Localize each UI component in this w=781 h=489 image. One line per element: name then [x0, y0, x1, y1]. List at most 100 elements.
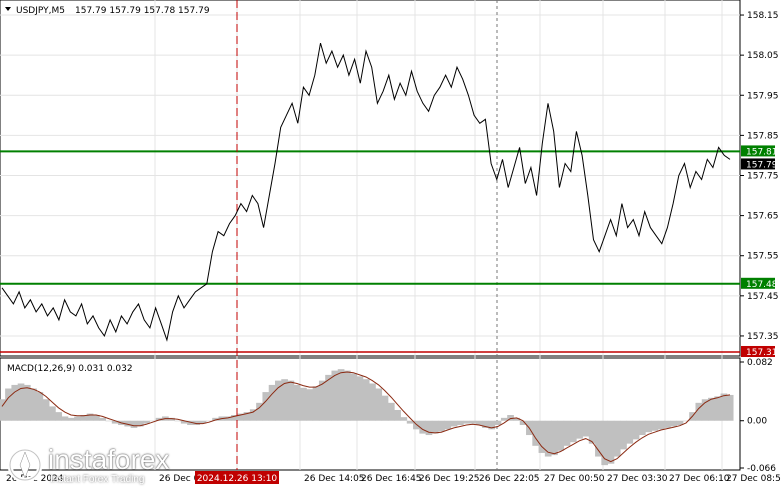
macd-bar — [11, 384, 19, 421]
price-axis-label: 157.65 — [747, 212, 779, 222]
macd-bar — [406, 420, 414, 424]
price-axis-label: 158.05 — [747, 51, 779, 61]
macd-bar — [387, 402, 395, 421]
macd-signal-line — [1, 371, 731, 463]
macd-bar — [80, 415, 88, 421]
price-axis-label: 158.15 — [747, 11, 779, 21]
price-pane[interactable] — [0, 0, 741, 357]
macd-bar — [287, 380, 295, 421]
time-axis-label: 26 Dec 19:25 — [419, 474, 480, 484]
macd-bar — [588, 420, 596, 444]
macd-bar — [676, 420, 684, 426]
macd-bar — [375, 388, 383, 421]
price-axis-label: 157.95 — [747, 91, 779, 101]
macd-bar — [657, 420, 665, 430]
macd-bar — [601, 420, 609, 466]
macd-bar — [337, 369, 345, 421]
macd-bar — [318, 380, 326, 421]
level-tag-box — [741, 145, 775, 157]
macd-bar — [670, 420, 678, 427]
macd-bar — [400, 417, 408, 421]
macd-bar — [438, 420, 445, 432]
macd-bar — [557, 420, 565, 451]
price-axis-label: 157.55 — [747, 252, 779, 262]
macd-bar — [645, 420, 652, 433]
macd-bar — [36, 392, 44, 421]
macd-bar — [300, 387, 307, 421]
macd-bar — [249, 409, 257, 421]
macd-bar — [30, 388, 37, 421]
symbol-dropdown-icon[interactable] — [5, 7, 11, 11]
macd-bar — [613, 420, 621, 457]
time-axis-label: 27 Dec 03:30 — [607, 474, 668, 484]
macd-bar — [620, 420, 627, 450]
time-axis-label: 26 Dec 08:45 — [159, 474, 220, 484]
macd-bar — [714, 396, 721, 421]
macd-axis-label: 0.082 — [747, 358, 773, 368]
macd-bar — [551, 420, 558, 456]
time-axis-label: 27 Dec 00:50 — [544, 474, 605, 484]
macd-bar — [243, 412, 251, 421]
brand-name: instaforex — [48, 444, 170, 475]
macd-bar — [262, 392, 270, 421]
macd-bar — [325, 374, 332, 421]
macd-bar — [275, 380, 282, 421]
macd-bar — [394, 409, 401, 421]
macd-bar — [595, 420, 602, 457]
brand-tagline: Instant Forex Trading — [50, 474, 145, 485]
macd-bar — [582, 420, 590, 437]
macd-bar — [500, 417, 508, 421]
macd-bar — [431, 420, 439, 434]
macd-bar — [488, 420, 496, 430]
level-tag-box — [741, 345, 775, 357]
macd-bar — [281, 379, 288, 421]
macd-bar — [155, 417, 163, 421]
macd-bar — [17, 383, 25, 421]
symbol-label: USDJPY,M5 — [16, 6, 65, 16]
macd-bar — [99, 417, 106, 421]
macd-bar — [180, 420, 188, 424]
macd-bar — [381, 395, 389, 421]
macd-bar — [61, 416, 69, 421]
macd-bar — [312, 386, 320, 421]
macd-bar — [174, 420, 182, 422]
macd-bar — [569, 420, 577, 443]
level-tag-box — [741, 277, 775, 289]
price-levels — [0, 150, 740, 353]
macd-bar — [607, 420, 615, 464]
macd-bar — [639, 420, 646, 436]
macd-bar — [237, 413, 245, 421]
macd-bar — [143, 420, 150, 424]
macd-bar — [419, 420, 427, 434]
macd-bar — [494, 420, 502, 426]
macd-bar — [695, 402, 703, 421]
level-tag-label: 157.79 — [746, 160, 778, 170]
macd-bar — [682, 420, 690, 422]
macd-bar — [475, 420, 483, 426]
price-line — [1, 42, 731, 342]
macd-bar — [726, 394, 734, 421]
macd-bar — [563, 420, 571, 446]
macd-axis: 0.082 0.00 -0.066 — [740, 358, 776, 474]
macd-axis-label: 0.00 — [747, 417, 767, 427]
macd-label: MACD(12,26,9) 0.031 0.032 — [7, 364, 133, 374]
level-tag-box — [741, 158, 775, 170]
macd-bar — [544, 420, 552, 457]
macd-bar — [205, 420, 213, 422]
grid-lines — [0, 0, 740, 470]
macd-bar — [124, 420, 132, 427]
macd-bar — [55, 412, 63, 421]
macd-bar — [708, 397, 715, 421]
macd-bar — [199, 420, 207, 424]
macd-bar — [450, 420, 458, 427]
level-tag-label: 157.31 — [746, 348, 778, 358]
macd-bar — [256, 402, 263, 421]
macd-bar — [86, 413, 94, 421]
macd-bar — [457, 420, 464, 426]
macd-bar — [362, 379, 370, 421]
macd-bar — [23, 384, 31, 421]
macd-bar — [331, 370, 339, 421]
macd-bar — [463, 420, 470, 424]
macd-bar — [74, 416, 81, 421]
